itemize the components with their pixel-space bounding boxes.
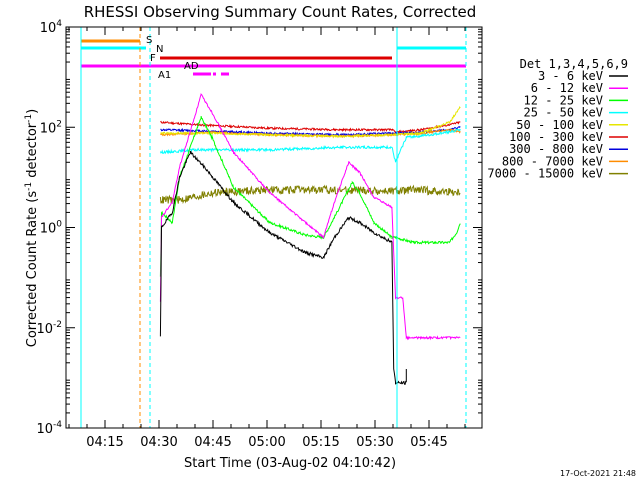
series-line: [159, 184, 461, 206]
x-tick-label: 05:45: [410, 435, 447, 450]
legend-label: 100 - 300 keV: [509, 130, 603, 144]
series-line: [160, 120, 461, 135]
timestamp: 17-Oct-2021 21:48: [560, 469, 636, 478]
series-line: [159, 93, 461, 341]
flag-label-n: N: [156, 44, 163, 55]
y-axis-label-part-1: Corrected Count Rate (s: [25, 191, 40, 348]
y-tick-label: 100: [40, 220, 63, 237]
x-axis-label: Start Time (03-Aug-02 04:10:42): [184, 456, 396, 471]
series-line: [160, 105, 461, 139]
flag-label-f: F: [150, 53, 156, 64]
y-axis-label-sup-1: -1: [24, 182, 34, 191]
legend-label: 6 - 12 keV: [531, 81, 603, 95]
chart-title: RHESSI Observing Summary Count Rates, Co…: [84, 3, 477, 21]
x-tick-label: 05:00: [248, 435, 285, 450]
y-tick-label: 104: [40, 19, 63, 36]
legend-label: 50 - 100 keV: [516, 118, 603, 132]
series-line: [159, 150, 407, 385]
plot-frame: [65, 26, 483, 429]
legend-label: 800 - 7000 keV: [502, 154, 603, 168]
legend-label: 3 - 6 keV: [538, 69, 603, 83]
y-axis: 104 102 100 10-2 10-4: [36, 19, 482, 437]
x-tick-label: 04:30: [140, 435, 177, 450]
series-line: [159, 115, 461, 277]
y-axis-label-part-2: detector: [25, 122, 40, 182]
flag-label-ad: AD: [184, 61, 199, 72]
legend-label: 300 - 800 keV: [509, 142, 603, 156]
flag-label-a1: A1: [158, 70, 171, 81]
y-axis-label: Corrected Count Rate (s-1 detector-1): [24, 109, 40, 347]
y-tick-label: 10-2: [36, 320, 62, 337]
legend-label: 25 - 50 keV: [524, 106, 603, 120]
y-axis-label-sup-2: -1: [24, 114, 34, 123]
x-tick-label: 05:30: [356, 435, 393, 450]
legend-header: Det 1,3,4,5,6,9: [520, 57, 628, 71]
legend-label: 12 - 25 keV: [524, 93, 603, 107]
flag-bars: SNF AD A1: [80, 27, 467, 428]
y-axis-label-part-3: ): [25, 109, 40, 114]
series-line: [159, 128, 461, 163]
series-lines: [159, 93, 461, 385]
x-tick-label: 04:15: [86, 435, 123, 450]
x-tick-label: 04:45: [194, 435, 231, 450]
flag-label-s: S: [146, 35, 152, 46]
y-tick-label: 102: [40, 119, 62, 136]
y-tick-label: 10-4: [36, 420, 62, 437]
legend-label: 7000 - 15000 keV: [487, 167, 603, 181]
x-tick-label: 05:15: [302, 435, 339, 450]
x-axis: 04:15 04:30 04:45 05:00 05:15 05:30 05:45: [68, 27, 466, 450]
